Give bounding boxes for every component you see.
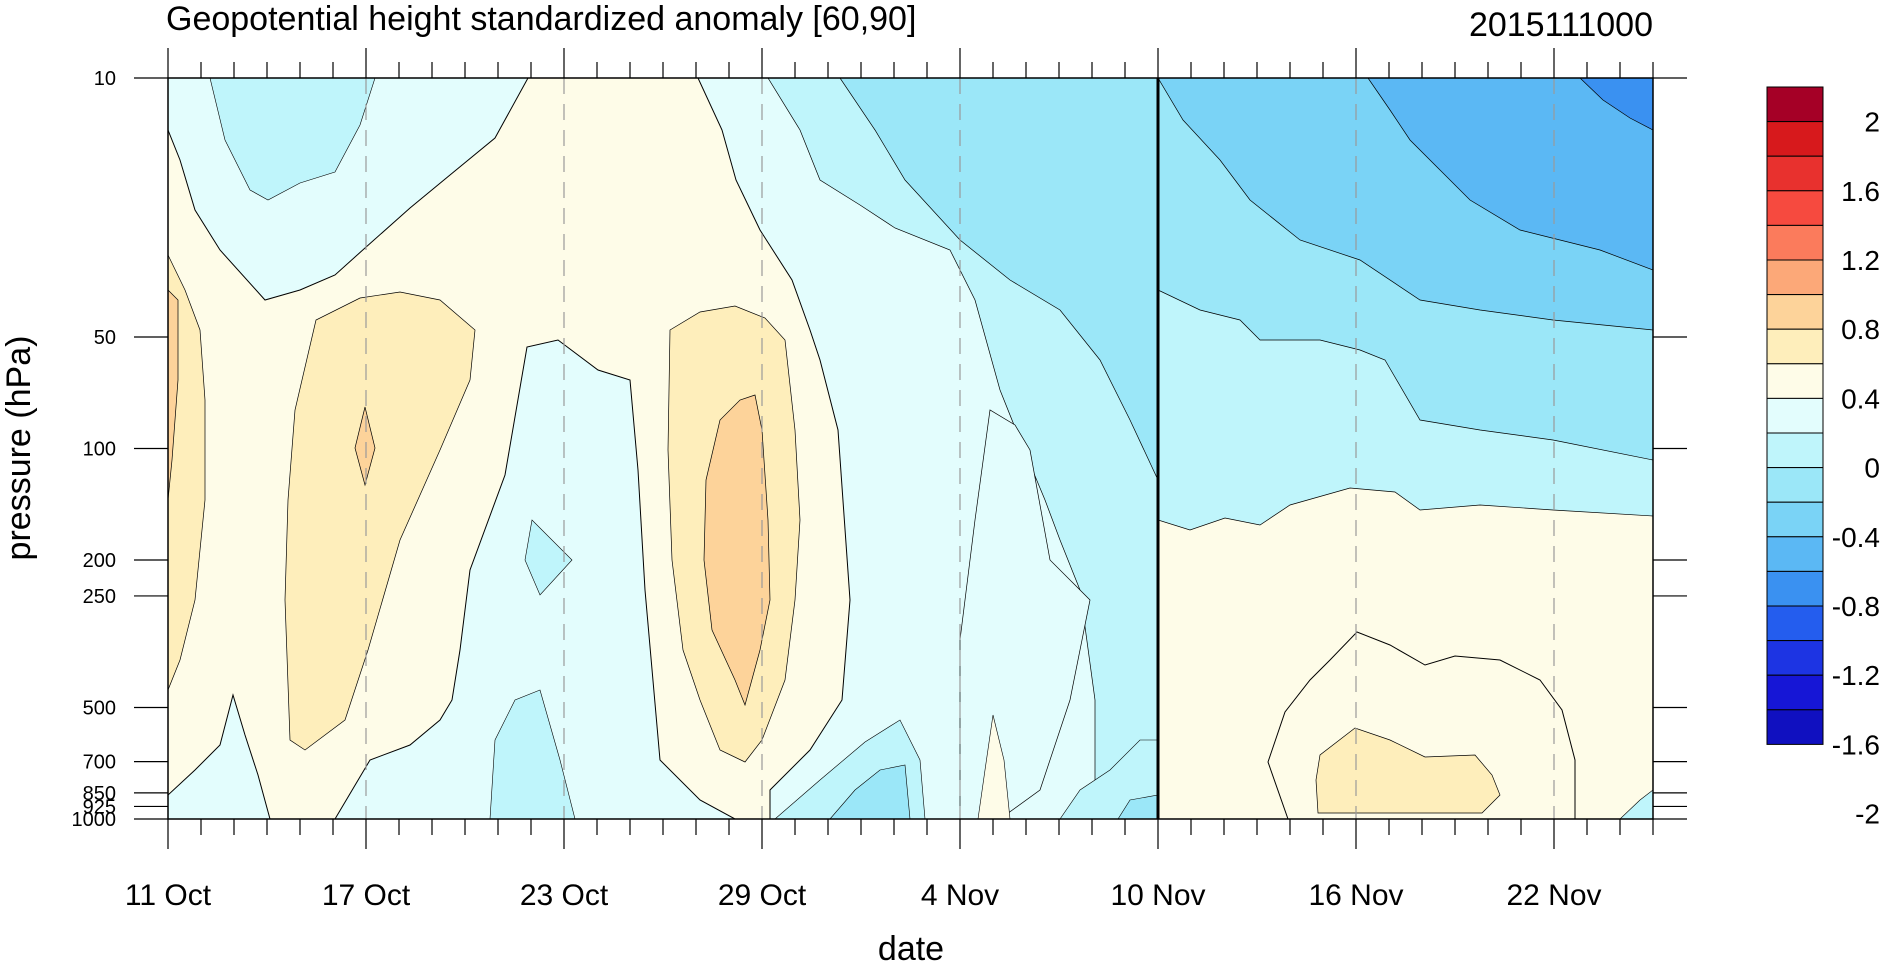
axis-ticks xyxy=(134,48,1687,849)
contour-fill-lower-left xyxy=(168,693,271,819)
x-tick-label-7: 22 Nov xyxy=(1506,879,1601,912)
colorbar-swatch-14 xyxy=(1766,570,1824,607)
contour-fill-warm-17oct-diamond xyxy=(354,406,376,487)
contour-fill-small-cyan xyxy=(524,519,573,596)
colorbar-swatch-11 xyxy=(1766,467,1824,503)
x-tick-label-5: 10 Nov xyxy=(1110,879,1205,912)
colorbar-label-6: -0.4 xyxy=(1832,522,1880,553)
contour-fill-small-cyan-lower xyxy=(489,689,576,819)
y-tick-label-8: 925 xyxy=(83,796,116,818)
colorbar-label-5: 0 xyxy=(1864,453,1880,484)
y-tick-label-5: 500 xyxy=(83,697,116,719)
y-tick-label-0: 10 xyxy=(94,68,116,90)
colorbar-swatch-16 xyxy=(1766,640,1824,676)
contour-fill-right-band-4 xyxy=(1367,78,1653,271)
colorbar-swatch-17 xyxy=(1766,674,1824,711)
colorbar-swatch-12 xyxy=(1766,501,1824,538)
gridlines xyxy=(365,78,1555,819)
colorbar-swatch-5 xyxy=(1766,259,1824,296)
colorbar-swatch-7 xyxy=(1766,328,1824,365)
colorbar-label-4: 0.4 xyxy=(1841,383,1880,414)
y-tick-label-3: 200 xyxy=(83,550,116,572)
colorbar-label-2: 1.2 xyxy=(1841,245,1880,276)
colorbar-swatch-3 xyxy=(1766,190,1824,226)
y-tick-label-9: 1000 xyxy=(72,809,117,831)
contour-fill-surface-cyan-5 xyxy=(1619,789,1653,819)
colorbar-label-3: 0.8 xyxy=(1841,314,1880,345)
y-tick-label-6: 700 xyxy=(83,752,116,774)
contour-fill-small-warm-lens xyxy=(977,714,1011,819)
x-tick-label-2: 23 Oct xyxy=(520,879,609,912)
x-tick-label-1: 17 Oct xyxy=(322,879,411,912)
colorbar-swatch-13 xyxy=(1766,536,1824,572)
contour-fill-right-band-5 xyxy=(1579,78,1653,131)
colorbar-swatch-6 xyxy=(1766,294,1824,330)
contour-fill-warm-17oct xyxy=(284,291,476,751)
chart-title: Geopotential height standardized anomaly… xyxy=(166,0,916,38)
colorbar-label-9: -1.6 xyxy=(1832,729,1880,760)
contour-fill-warm-lower-right-inner xyxy=(1315,727,1501,814)
colorbar-labels: 2 1.6 1.2 0.8 0.4 0 -0.4 -0.8 -1.2 -1.6 -2 xyxy=(1832,107,1880,830)
contour-fill-light-cyan-left xyxy=(209,78,376,201)
contour-fill-surface-cyan-2 xyxy=(829,764,911,819)
colorbar-label-0: 2 xyxy=(1864,107,1880,138)
colorbar-swatch-4 xyxy=(1766,224,1824,261)
colorbar-label-8: -1.2 xyxy=(1832,660,1880,691)
y-tick-label-7: 850 xyxy=(83,783,116,805)
x-axis-tick-labels: 11 Oct 17 Oct 23 Oct 29 Oct 4 Nov 10 Nov 16 No… xyxy=(125,879,1602,912)
contour-fills xyxy=(168,78,1653,819)
x-tick-label-0: 11 Oct xyxy=(125,879,212,912)
x-tick-label-3: 29 Oct xyxy=(718,879,807,912)
colorbar-swatch-18 xyxy=(1766,709,1824,745)
x-tick-label-4: 4 Nov xyxy=(921,879,999,912)
colorbar-swatch-2 xyxy=(1766,155,1824,192)
colorbar-label-10: -2 xyxy=(1855,799,1880,830)
x-axis-label: date xyxy=(878,930,944,963)
colorbar-label-7: -0.8 xyxy=(1832,591,1880,622)
chart-timestamp: 2015111000 xyxy=(1469,6,1653,44)
contour-fill-warmer-left-edge xyxy=(168,289,179,501)
colorbar-swatch-9 xyxy=(1766,397,1824,434)
plot-area xyxy=(134,48,1687,849)
colorbar-swatch-8 xyxy=(1766,363,1824,399)
colorbar-swatch-0 xyxy=(1766,86,1824,123)
y-axis-label: pressure (hPa) xyxy=(0,336,38,561)
y-tick-label-2: 100 xyxy=(83,439,116,461)
colorbar-swatch-15 xyxy=(1766,605,1824,642)
colorbar-swatch-1 xyxy=(1766,121,1824,157)
colorbar-label-1: 1.6 xyxy=(1841,176,1880,207)
colorbar-swatch-10 xyxy=(1766,432,1824,469)
contour-fill-warmer-29oct xyxy=(703,394,771,707)
y-tick-label-1: 50 xyxy=(94,327,116,349)
colorbar xyxy=(1766,86,1824,745)
x-tick-label-6: 16 Nov xyxy=(1308,879,1403,912)
y-tick-label-4: 250 xyxy=(83,586,116,608)
